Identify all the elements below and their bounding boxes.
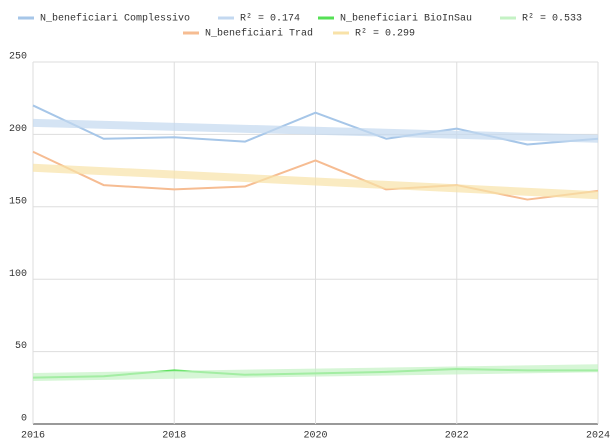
legend-label: R² = 0.533 — [522, 14, 582, 25]
legend-label: N_beneficiari BioInSau — [340, 13, 472, 25]
x-tick-label: 2020 — [303, 431, 327, 442]
legend-label: N_beneficiari Trad — [205, 28, 313, 40]
legend-label: N_beneficiari Complessivo — [40, 13, 190, 25]
y-tick-label: 50 — [15, 341, 27, 352]
x-tick-label: 2018 — [162, 431, 186, 442]
x-tick-label: 2016 — [21, 431, 45, 442]
legend-label: R² = 0.299 — [355, 29, 415, 40]
x-tick-label: 2022 — [445, 431, 469, 442]
y-tick-label: 200 — [9, 124, 27, 135]
y-tick-label: 250 — [9, 52, 27, 63]
x-tick-label: 2024 — [586, 431, 610, 442]
legend-label: R² = 0.174 — [240, 14, 300, 25]
series-line — [32, 364, 599, 381]
series-line — [32, 118, 599, 143]
y-tick-label: 150 — [9, 196, 27, 207]
series-line — [32, 150, 599, 201]
y-tick-label: 0 — [21, 414, 27, 425]
series-line — [32, 163, 599, 200]
y-tick-label: 100 — [9, 269, 27, 280]
